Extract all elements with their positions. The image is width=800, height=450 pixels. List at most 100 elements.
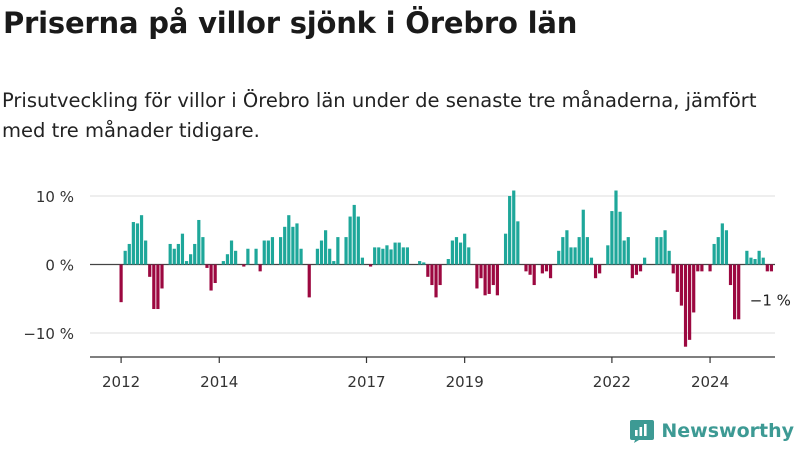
bar (475, 264, 479, 289)
bar (700, 264, 704, 272)
bar (184, 261, 189, 265)
bar (765, 264, 769, 272)
bar (131, 222, 135, 265)
bars (119, 190, 774, 347)
bar (205, 264, 209, 268)
bar (348, 216, 352, 265)
bar (299, 248, 303, 265)
bar (176, 243, 180, 265)
bar (643, 257, 647, 265)
bar (696, 264, 700, 272)
bar (119, 264, 123, 303)
bar (279, 237, 283, 265)
bar (246, 248, 250, 265)
bar (544, 264, 549, 272)
bar (332, 261, 336, 265)
x-tick-label: 2024 (691, 373, 729, 391)
bar (540, 264, 544, 274)
bar (757, 250, 761, 265)
bar (503, 233, 508, 265)
bar (270, 237, 275, 265)
bar (315, 248, 320, 265)
bar (569, 247, 573, 265)
bar (234, 250, 238, 265)
bar (463, 233, 467, 265)
bar (737, 264, 741, 320)
bar (683, 264, 688, 347)
bar (160, 264, 164, 289)
bar (156, 264, 160, 310)
bar (749, 257, 753, 265)
bar (127, 243, 131, 265)
x-tick-label: 2019 (446, 373, 484, 391)
bar (197, 219, 201, 265)
bar (655, 237, 659, 265)
bar (638, 264, 643, 272)
bar (446, 259, 450, 265)
bar (434, 264, 438, 298)
x-tick-label: 2012 (102, 373, 140, 391)
bar (389, 249, 393, 265)
bar (708, 264, 712, 272)
newsworthy-logo-icon (630, 420, 655, 443)
bar (319, 240, 324, 265)
bar (258, 264, 262, 272)
bar (483, 264, 487, 296)
bar (458, 242, 463, 265)
bar (356, 216, 360, 265)
bar (524, 264, 528, 272)
bar (168, 243, 172, 265)
bar (622, 240, 626, 265)
bar (667, 250, 671, 265)
bar (716, 237, 720, 265)
bar (745, 250, 749, 265)
bar (724, 230, 729, 265)
bar (397, 242, 401, 265)
bar (598, 264, 602, 274)
bar (753, 259, 757, 265)
x-tick-label: 2014 (200, 373, 238, 391)
bar (626, 237, 630, 265)
bar (201, 237, 205, 265)
brand-name: Newsworthy (661, 420, 794, 442)
bar (144, 240, 148, 265)
bar (368, 264, 373, 267)
bar (377, 247, 381, 265)
x-tick-label: 2017 (347, 373, 385, 391)
bar (381, 248, 385, 265)
bar (209, 264, 213, 291)
bar (454, 237, 459, 265)
brand-logo[interactable]: Newsworthy (629, 418, 794, 444)
bar (467, 247, 471, 265)
bar (589, 257, 594, 265)
bar (692, 264, 696, 313)
bar (548, 264, 553, 279)
bar (561, 237, 565, 265)
bar (229, 240, 234, 265)
bar (344, 237, 348, 265)
x-tick-label: 2022 (593, 373, 631, 391)
bar (728, 264, 733, 286)
bar (418, 261, 422, 265)
bar (565, 230, 569, 265)
chart-title: Priserna på villor sjönk i Örebro län (3, 6, 578, 40)
bar (573, 247, 577, 265)
bar (487, 264, 491, 294)
bar (606, 245, 610, 265)
bar (139, 215, 144, 265)
bar (135, 223, 140, 265)
bar (450, 240, 454, 265)
bar (532, 264, 536, 286)
bar (720, 223, 724, 265)
y-tick-label: 10 % (36, 188, 74, 206)
y-tick-label: −10 % (23, 325, 74, 343)
bar (193, 243, 197, 265)
bar (630, 264, 634, 279)
bar (528, 264, 532, 275)
bar (577, 237, 581, 265)
bar (180, 233, 185, 265)
bar (328, 248, 332, 265)
bar (291, 226, 295, 265)
y-tick-label: 0 % (45, 257, 74, 275)
